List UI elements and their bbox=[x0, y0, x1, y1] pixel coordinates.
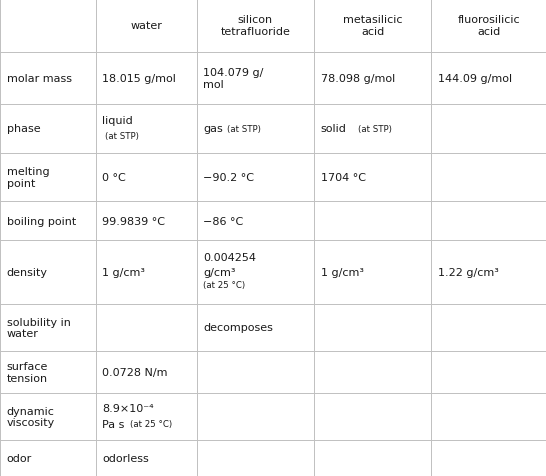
Text: (at 25 °C): (at 25 °C) bbox=[130, 419, 172, 428]
Text: 104.079 g/
mol: 104.079 g/ mol bbox=[203, 68, 264, 89]
Text: solid: solid bbox=[321, 124, 346, 134]
Text: molar mass: molar mass bbox=[7, 74, 72, 84]
Text: g/cm³: g/cm³ bbox=[203, 268, 236, 278]
Text: density: density bbox=[7, 268, 48, 278]
Text: solubility in
water: solubility in water bbox=[7, 317, 70, 338]
Text: (at 25 °C): (at 25 °C) bbox=[203, 280, 245, 289]
Text: silicon
tetrafluoride: silicon tetrafluoride bbox=[221, 15, 290, 37]
Text: (at STP): (at STP) bbox=[228, 125, 262, 134]
Text: metasilicic
acid: metasilicic acid bbox=[343, 15, 402, 37]
Text: 99.9839 °C: 99.9839 °C bbox=[102, 216, 165, 226]
Text: odor: odor bbox=[7, 453, 32, 463]
Text: gas: gas bbox=[203, 124, 223, 134]
Text: 8.9×10⁻⁴: 8.9×10⁻⁴ bbox=[102, 403, 154, 413]
Text: water: water bbox=[130, 21, 162, 31]
Text: phase: phase bbox=[7, 124, 40, 134]
Text: −90.2 °C: −90.2 °C bbox=[203, 173, 254, 183]
Text: (at STP): (at STP) bbox=[105, 131, 139, 140]
Text: dynamic
viscosity: dynamic viscosity bbox=[7, 406, 55, 427]
Text: (at STP): (at STP) bbox=[358, 125, 392, 134]
Text: 18.015 g/mol: 18.015 g/mol bbox=[102, 74, 176, 84]
Text: 1.22 g/cm³: 1.22 g/cm³ bbox=[438, 268, 498, 278]
Text: decomposes: decomposes bbox=[203, 323, 273, 333]
Text: 0 °C: 0 °C bbox=[102, 173, 126, 183]
Text: odorless: odorless bbox=[102, 453, 149, 463]
Text: 1 g/cm³: 1 g/cm³ bbox=[102, 268, 145, 278]
Text: boiling point: boiling point bbox=[7, 216, 76, 226]
Text: melting
point: melting point bbox=[7, 167, 49, 188]
Text: 1 g/cm³: 1 g/cm³ bbox=[321, 268, 364, 278]
Text: liquid: liquid bbox=[102, 116, 133, 126]
Text: fluorosilicic
acid: fluorosilicic acid bbox=[458, 15, 520, 37]
Text: 1704 °C: 1704 °C bbox=[321, 173, 365, 183]
Text: 0.004254: 0.004254 bbox=[203, 252, 256, 262]
Text: −86 °C: −86 °C bbox=[203, 216, 244, 226]
Text: 0.0728 N/m: 0.0728 N/m bbox=[102, 367, 168, 377]
Text: surface
tension: surface tension bbox=[7, 361, 48, 383]
Text: 144.09 g/mol: 144.09 g/mol bbox=[438, 74, 512, 84]
Text: Pa s: Pa s bbox=[102, 419, 124, 429]
Text: 78.098 g/mol: 78.098 g/mol bbox=[321, 74, 395, 84]
